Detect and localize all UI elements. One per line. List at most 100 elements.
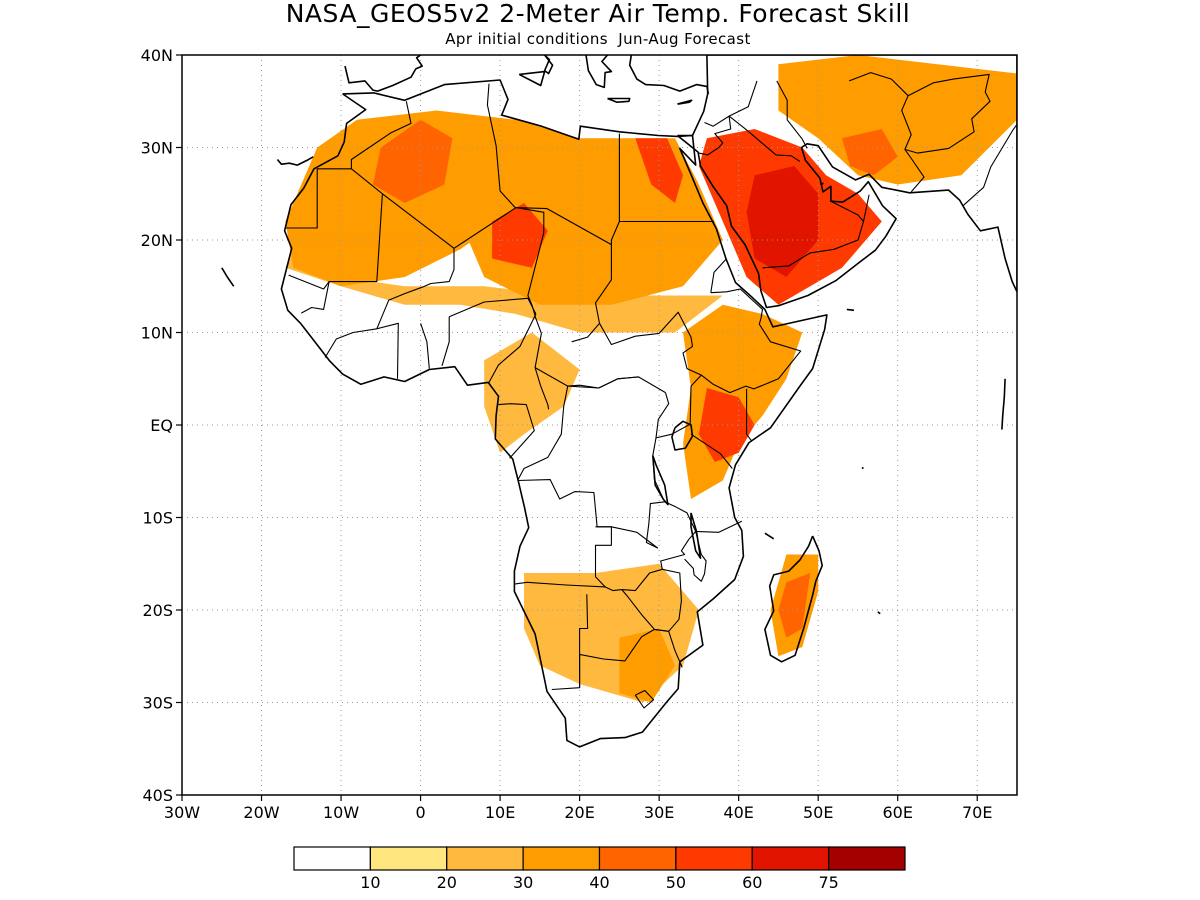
border-angola-namibia bbox=[514, 581, 622, 592]
border-cameroon-car bbox=[534, 333, 550, 410]
lon-tick-label: 50E bbox=[803, 803, 833, 822]
border-western-sahara bbox=[285, 168, 352, 229]
colorbar-swatch bbox=[598, 846, 677, 871]
turkey-coastline bbox=[628, 55, 710, 95]
colorbar-swatch bbox=[293, 846, 371, 871]
sicily-coastline bbox=[518, 70, 546, 87]
lon-tick-label: 20E bbox=[564, 803, 594, 822]
border-lesotho bbox=[634, 689, 655, 709]
colorbar-swatch bbox=[675, 846, 753, 871]
border-algeria-libya bbox=[486, 83, 620, 246]
skill-region-southern-africa bbox=[524, 563, 699, 703]
border-tanzania-zambia bbox=[664, 501, 743, 533]
gridlines bbox=[182, 55, 1017, 795]
border-afghanistan bbox=[904, 73, 991, 154]
lat-tick-label: 40N bbox=[141, 46, 173, 65]
border-sudan-south bbox=[599, 311, 702, 387]
socotra bbox=[846, 308, 855, 312]
lon-tick-label: 60E bbox=[882, 803, 912, 822]
canary-islands bbox=[276, 156, 314, 166]
map-title: NASA_GEOS5v2 2-Meter Air Temp. Forecast … bbox=[286, 0, 911, 28]
persian-gulf-islands bbox=[821, 182, 824, 185]
italy-coastline bbox=[543, 55, 554, 75]
lat-tick-label: EQ bbox=[150, 416, 173, 435]
border-west-africa-3 bbox=[376, 322, 399, 379]
colorbar-label: 60 bbox=[742, 873, 762, 892]
border-uae-oman bbox=[830, 194, 870, 223]
colorbar-label: 30 bbox=[513, 873, 533, 892]
maldives bbox=[1001, 378, 1006, 430]
mauritius bbox=[877, 611, 881, 615]
lon-tick-label: 10W bbox=[323, 803, 359, 822]
lon-tick-label: 30E bbox=[644, 803, 674, 822]
iberia-coastline bbox=[344, 55, 424, 92]
country-borders bbox=[285, 72, 1017, 709]
border-iran-iraq bbox=[776, 80, 808, 149]
skill-region-kenya-core bbox=[698, 388, 755, 462]
lon-tick-label: 20W bbox=[243, 803, 279, 822]
skill-region-sahel-west bbox=[285, 249, 723, 333]
lat-tick-label: 10S bbox=[142, 509, 173, 528]
skill-region-arabia-core bbox=[746, 166, 819, 277]
lat-tick-label: 10N bbox=[141, 324, 173, 343]
coastlines bbox=[221, 55, 1017, 748]
border-angola-zambia bbox=[594, 526, 612, 588]
greece-coastline bbox=[585, 55, 613, 89]
skill-region-algeria-core bbox=[372, 119, 453, 203]
colorbar-swatch bbox=[828, 846, 906, 871]
colorbar: 10 20 30 40 50 60 75 bbox=[293, 846, 906, 892]
border-gabon-congo bbox=[498, 403, 535, 459]
colorbar-label: 20 bbox=[437, 873, 457, 892]
lat-tick-label: 30S bbox=[142, 694, 173, 713]
border-mauritania bbox=[288, 168, 383, 290]
border-iraq-saudi bbox=[728, 115, 801, 162]
border-ghana-togo bbox=[420, 323, 430, 369]
lon-tick-label: 70E bbox=[962, 803, 992, 822]
skill-shading-layer bbox=[285, 55, 1017, 703]
border-mozambique bbox=[660, 530, 707, 582]
border-eritrea bbox=[710, 258, 728, 293]
skill-region-iran-core bbox=[842, 129, 898, 176]
lat-tick-label: 20N bbox=[141, 231, 173, 250]
lat-tick-label: 40S bbox=[142, 786, 173, 805]
border-pakistan-india bbox=[962, 124, 1017, 207]
border-ethiopia bbox=[700, 288, 802, 394]
colorbar-label: 50 bbox=[666, 873, 686, 892]
border-south-africa-north bbox=[551, 628, 683, 691]
border-jordan-saudi bbox=[698, 116, 732, 156]
border-drc-east bbox=[517, 437, 666, 549]
comoros bbox=[764, 532, 775, 540]
border-benin-nigeria bbox=[441, 316, 450, 366]
border-chad-sudan bbox=[571, 244, 612, 343]
colorbar-label: 10 bbox=[360, 873, 380, 892]
border-mali-niger bbox=[376, 193, 455, 330]
border-somalia-kenya bbox=[746, 388, 752, 442]
border-nigeria-niger bbox=[448, 297, 537, 318]
border-kenya-tanzania bbox=[690, 433, 733, 469]
lake-malawi bbox=[690, 512, 702, 560]
border-zimbabwe bbox=[621, 568, 682, 632]
colorbar-label: 40 bbox=[589, 873, 609, 892]
skill-region-east-africa bbox=[683, 304, 803, 499]
colorbar-swatch bbox=[369, 846, 448, 871]
border-car-south bbox=[534, 367, 639, 389]
lake-victoria bbox=[671, 420, 694, 451]
lon-tick-label: 30W bbox=[164, 803, 200, 822]
colorbar-swatch bbox=[522, 846, 601, 871]
sri-lanka-coastline bbox=[1016, 350, 1017, 351]
border-syria-jordan bbox=[704, 80, 758, 127]
colorbar-swatch bbox=[446, 846, 524, 871]
crete-coastline bbox=[607, 97, 631, 103]
skill-region-west-central bbox=[484, 332, 580, 453]
lat-tick-label: 20S bbox=[142, 601, 173, 620]
border-nigeria-cameroon bbox=[488, 313, 537, 383]
africa-coastline bbox=[280, 79, 828, 748]
border-turkmenistan bbox=[849, 72, 909, 97]
border-west-africa-2 bbox=[324, 328, 377, 358]
map-subtitle: Apr initial conditions Jun-Aug Forecast bbox=[445, 30, 751, 48]
border-west-africa-1 bbox=[301, 281, 330, 314]
colorbar-swatch bbox=[751, 846, 830, 871]
skill-region-south-africa-core bbox=[619, 628, 675, 703]
